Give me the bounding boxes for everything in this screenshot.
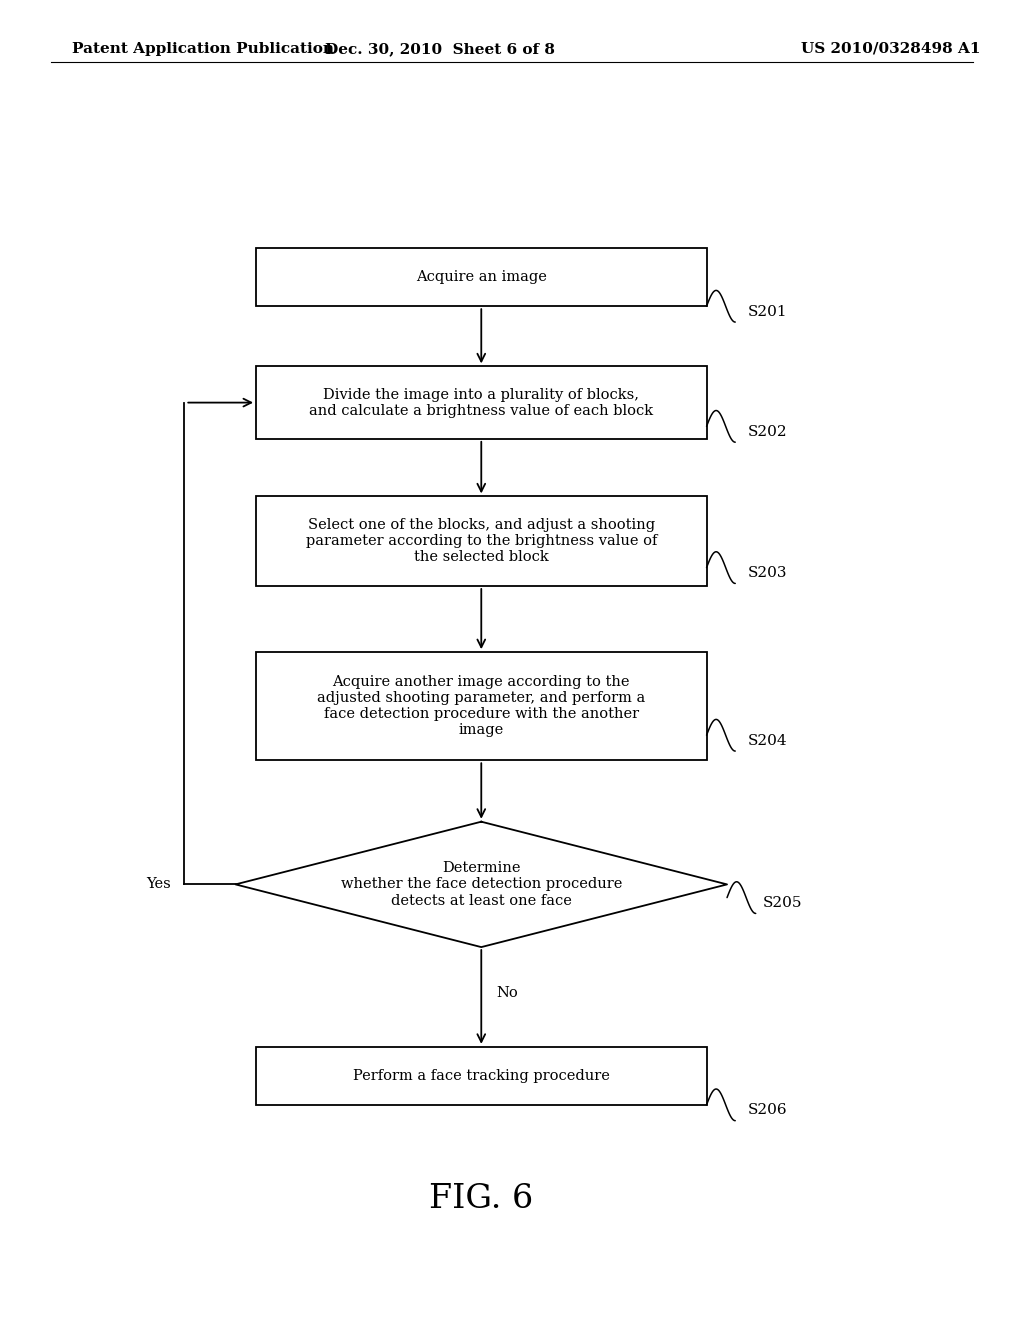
Text: Yes: Yes xyxy=(146,878,171,891)
Polygon shape xyxy=(236,821,727,948)
Text: Acquire an image: Acquire an image xyxy=(416,271,547,284)
Text: Acquire another image according to the
adjusted shooting parameter, and perform : Acquire another image according to the a… xyxy=(317,675,645,738)
Bar xyxy=(256,652,707,760)
Text: S204: S204 xyxy=(748,734,787,747)
Text: S202: S202 xyxy=(748,425,787,438)
Text: Determine
whether the face detection procedure
detects at least one face: Determine whether the face detection pro… xyxy=(341,861,622,908)
Bar xyxy=(256,1047,707,1105)
Text: FIG. 6: FIG. 6 xyxy=(429,1183,534,1214)
Text: S201: S201 xyxy=(748,305,787,318)
Bar xyxy=(256,248,707,306)
Bar xyxy=(256,366,707,438)
Text: Perform a face tracking procedure: Perform a face tracking procedure xyxy=(353,1069,609,1082)
Text: S203: S203 xyxy=(748,566,787,579)
Text: Divide the image into a plurality of blocks,
and calculate a brightness value of: Divide the image into a plurality of blo… xyxy=(309,388,653,417)
Text: No: No xyxy=(496,986,518,999)
Text: Patent Application Publication: Patent Application Publication xyxy=(72,42,334,55)
Bar xyxy=(256,496,707,586)
Text: Select one of the blocks, and adjust a shooting
parameter according to the brigh: Select one of the blocks, and adjust a s… xyxy=(305,517,657,565)
Text: Dec. 30, 2010  Sheet 6 of 8: Dec. 30, 2010 Sheet 6 of 8 xyxy=(326,42,555,55)
Text: S205: S205 xyxy=(763,896,803,909)
Text: S206: S206 xyxy=(748,1104,787,1117)
Text: US 2010/0328498 A1: US 2010/0328498 A1 xyxy=(801,42,981,55)
